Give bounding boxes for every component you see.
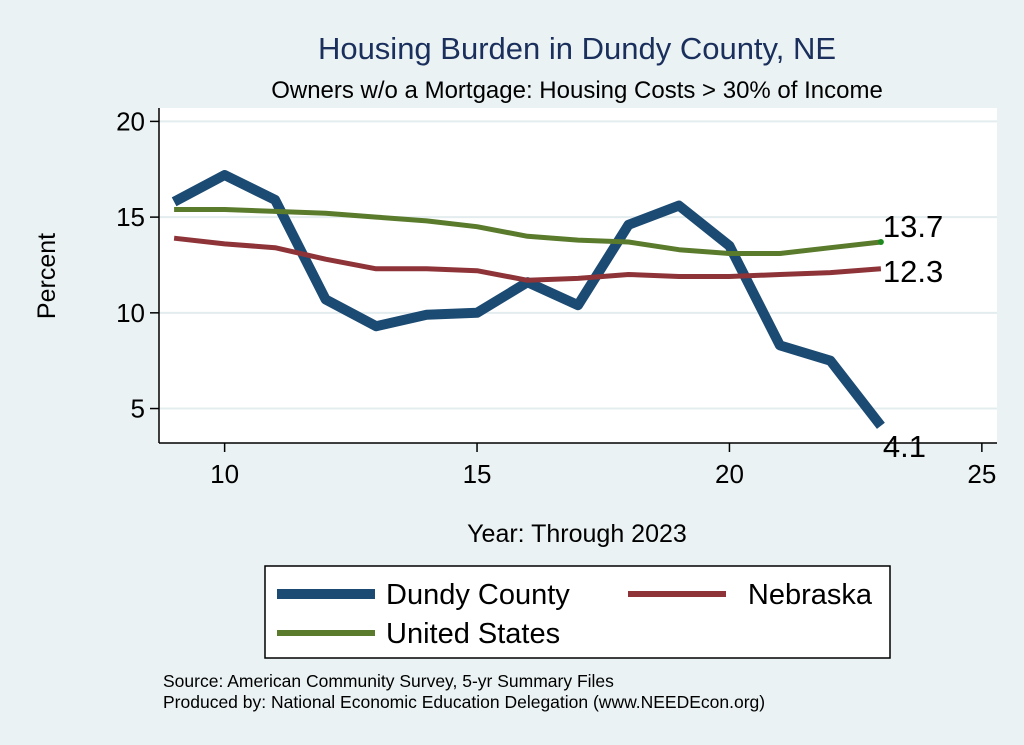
gridlines — [159, 120, 997, 410]
producer-note: Produced by: National Economic Education… — [163, 692, 765, 712]
end-label-dundy-county: 4.1 — [883, 429, 926, 464]
series-lines — [171, 170, 885, 429]
x-tick-label-25: 25 — [967, 459, 996, 489]
end-point-united-states — [877, 239, 884, 245]
x-tick-label-15: 15 — [463, 459, 492, 489]
chart-title: Housing Burden in Dundy County, NE — [318, 31, 836, 66]
legend-label-dundy-county: Dundy County — [386, 579, 570, 611]
x-tick-label-20: 20 — [715, 459, 744, 489]
y-tick-label-20: 20 — [116, 106, 145, 136]
y-tick-label-5: 5 — [131, 394, 145, 424]
legend-label-nebraska: Nebraska — [748, 579, 873, 611]
end-labels: 13.7 12.3 4.1 — [883, 209, 943, 464]
legend-label-united-states: United States — [386, 618, 560, 650]
end-label-nebraska: 12.3 — [883, 254, 943, 289]
series-line-united-states — [174, 207, 882, 256]
legend-box — [264, 565, 891, 659]
y-tick-label-15: 15 — [116, 202, 145, 232]
legend: Dundy County Nebraska United States — [264, 565, 891, 659]
x-ticks: 10 15 20 25 — [210, 443, 996, 489]
source-note: Source: American Community Survey, 5-yr … — [163, 671, 614, 691]
plot-area — [159, 108, 997, 443]
chart-subtitle: Owners w/o a Mortgage: Housing Costs > 3… — [271, 77, 883, 104]
x-tick-label-10: 10 — [210, 459, 239, 489]
y-tick-label-10: 10 — [116, 298, 145, 328]
end-label-united-states: 13.7 — [883, 209, 943, 244]
y-axis-label: Percent — [33, 233, 61, 319]
x-axis-label: Year: Through 2023 — [467, 520, 687, 548]
series-line-nebraska — [173, 235, 882, 283]
y-ticks: 5 10 15 20 — [116, 106, 159, 424]
